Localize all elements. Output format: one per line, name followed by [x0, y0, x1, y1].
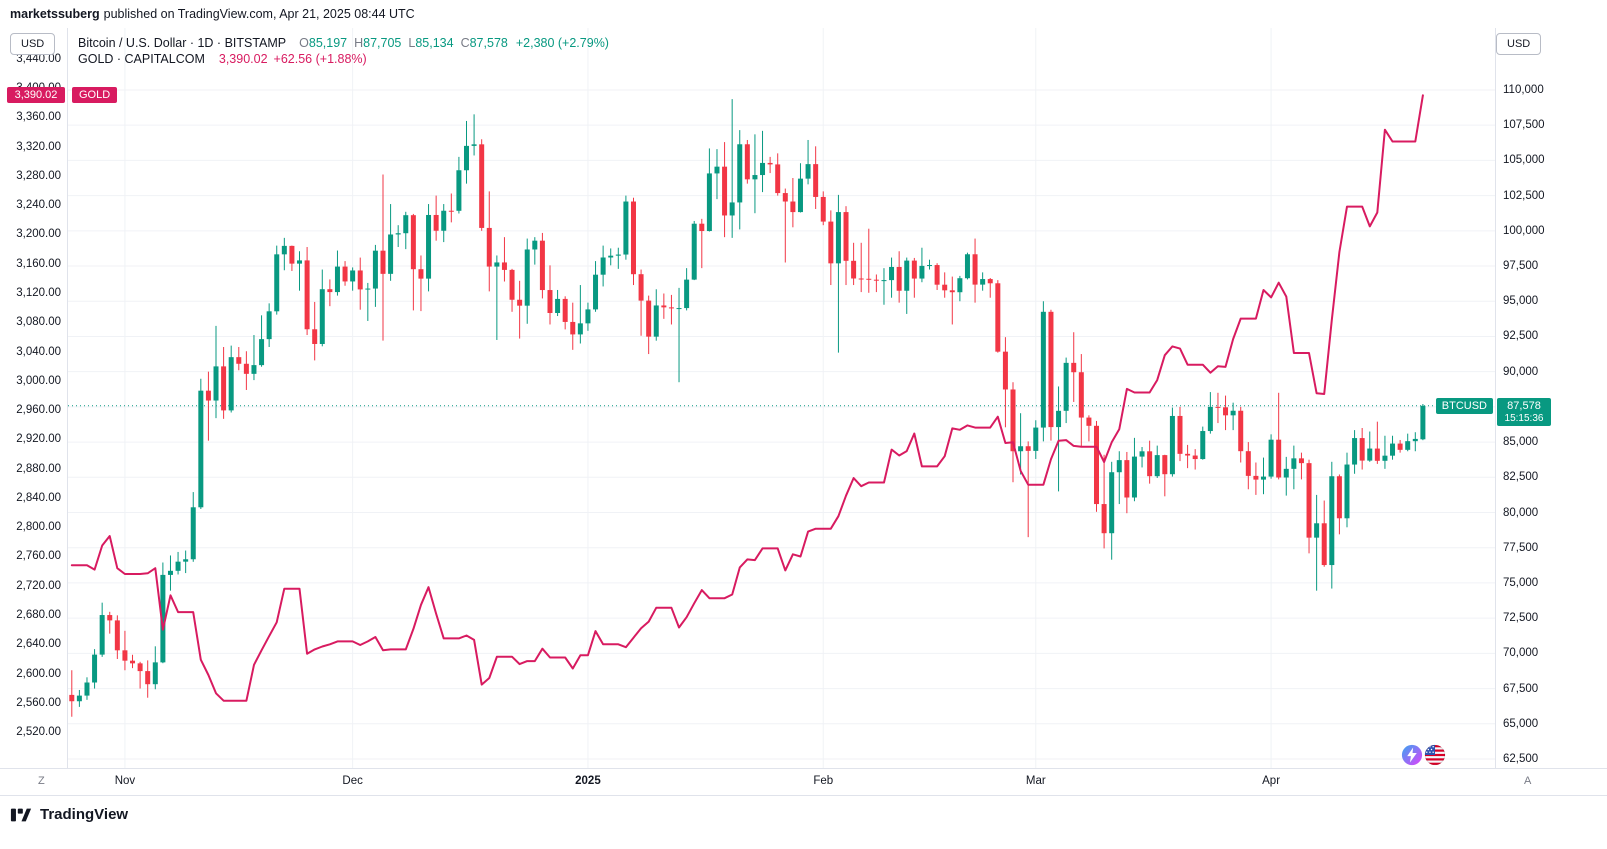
footer-bar: TradingView: [0, 795, 1607, 849]
left-axis-tick-label: 3,160.00: [16, 257, 61, 270]
left-axis-tick-label: 2,560.00: [16, 696, 61, 709]
high-value: 87,705: [363, 36, 402, 50]
right-axis-tick-label: 67,500: [1503, 682, 1539, 695]
legend-symbol-title: Bitcoin / U.S. Dollar · 1D · BITSTAMP: [78, 36, 287, 50]
right-axis-tick-label: 107,500: [1503, 119, 1545, 132]
left-axis-tick-label: 2,880.00: [16, 462, 61, 475]
author-name: marketssuberg: [10, 7, 100, 21]
auto-scale-corner-button[interactable]: A: [1524, 775, 1532, 787]
time-axis[interactable]: Z A Nov Dec 2025 Feb Mar Apr: [0, 768, 1607, 796]
legend: Bitcoin / U.S. Dollar · 1D · BITSTAMP O85…: [78, 35, 609, 67]
right-axis-tick-label: 62,500: [1503, 752, 1539, 765]
left-axis-tick-label: 2,760.00: [16, 550, 61, 563]
left-axis-tick-label: 2,960.00: [16, 404, 61, 417]
left-axis-currency-button[interactable]: USD: [10, 33, 56, 55]
left-axis-tick-label: 2,640.00: [16, 638, 61, 651]
gold-line-series: [70, 94, 1424, 702]
time-axis-month-label: Nov: [114, 775, 136, 787]
gold-price: 3,390.02: [218, 52, 268, 66]
left-axis-tick-label: 2,800.00: [16, 521, 61, 534]
right-axis-tick-label: 95,000: [1503, 295, 1539, 308]
right-axis-tick-label: 100,000: [1503, 224, 1545, 237]
right-axis-tick-label: 85,000: [1503, 436, 1539, 449]
btcusd-series-label-badge: BTCUSD: [1435, 397, 1493, 414]
timezone-corner-button[interactable]: Z: [38, 775, 45, 787]
time-axis-month-label: Mar: [1025, 775, 1046, 787]
left-axis-tick-label: 2,680.00: [16, 609, 61, 622]
btcusd-axis-price-badge: 87,578 15:15:36: [1497, 397, 1551, 426]
right-axis-tick-label: 75,000: [1503, 576, 1539, 589]
right-axis-tick-label: 80,000: [1503, 506, 1539, 519]
left-axis-tick-label: 3,360.00: [16, 111, 61, 124]
low-value: 85,134: [415, 36, 454, 50]
open-value: 85,197: [308, 36, 348, 50]
right-axis-tick-label: 82,500: [1503, 471, 1539, 484]
time-axis-month-label: Dec: [342, 775, 363, 787]
right-axis-tick-label: 92,500: [1503, 330, 1539, 343]
lightning-emoji-icon: [1401, 744, 1423, 766]
right-axis-tick-label: 72,500: [1503, 612, 1539, 625]
left-axis-tick-label: 3,000.00: [16, 374, 61, 387]
publish-header: marketssuberg published on TradingView.co…: [0, 0, 1607, 28]
right-axis-currency-button[interactable]: USD: [1496, 33, 1542, 55]
low-label: L: [408, 36, 416, 50]
right-axis-tick-label: 65,000: [1503, 717, 1539, 730]
bar-countdown-timer: 15:15:36: [1504, 412, 1544, 424]
left-axis-tick-label: 3,440.00: [16, 52, 61, 65]
left-axis-tick-label: 3,240.00: [16, 199, 61, 212]
left-axis-tick-label: 3,320.00: [16, 140, 61, 153]
right-axis-tick-label: 105,000: [1503, 154, 1545, 167]
gold-change: +62.56 (+1.88%): [273, 52, 367, 66]
publish-info: published on TradingView.com, Apr 21, 20…: [103, 7, 415, 21]
right-axis-tick-label: 90,000: [1503, 365, 1539, 378]
left-axis-tick-label: 2,600.00: [16, 667, 61, 680]
right-axis-tick-label: 110,000: [1503, 83, 1544, 96]
high-label: H: [354, 36, 364, 50]
close-value: 87,578: [469, 36, 508, 50]
right-axis-tick-label: 102,500: [1503, 189, 1545, 202]
legend-gold-title: GOLD · CAPITALCOM: [78, 52, 205, 66]
right-axis-tick-label: 97,500: [1503, 260, 1539, 273]
grid-lines: [68, 28, 1495, 768]
time-axis-month-label: 2025: [575, 775, 601, 787]
time-axis-month-label: Apr: [1262, 775, 1281, 787]
left-axis-tick-label: 2,920.00: [16, 433, 61, 446]
legend-row-gold[interactable]: GOLD · CAPITALCOM 3,390.02 +62.56 (+1.88%): [78, 51, 609, 67]
us-flag-emoji-icon: [1424, 744, 1446, 766]
legend-row-btcusd[interactable]: Bitcoin / U.S. Dollar · 1D · BITSTAMP O85…: [78, 35, 609, 51]
left-price-axis[interactable]: 3,440.003,400.003,360.003,320.003,280.00…: [0, 28, 68, 768]
left-axis-tick-label: 2,520.00: [16, 726, 61, 739]
right-axis-tick-label: 70,000: [1503, 647, 1539, 660]
time-axis-month-label: Feb: [813, 775, 834, 787]
left-axis-tick-label: 3,120.00: [16, 286, 61, 299]
gold-axis-price-badge: 3,390.02: [7, 87, 65, 104]
right-axis-tick-label: 77,500: [1503, 541, 1539, 554]
left-axis-tick-label: 3,280.00: [16, 169, 61, 182]
left-axis-tick-label: 3,040.00: [16, 345, 61, 358]
open-label: O: [299, 36, 309, 50]
gold-series-label-badge: GOLD: [72, 87, 118, 104]
close-label: C: [460, 36, 470, 50]
left-axis-tick-label: 3,080.00: [16, 316, 61, 329]
btc-candlestick-series: [69, 99, 1426, 717]
left-axis-tick-label: 2,840.00: [16, 491, 61, 504]
tradingview-brand-text[interactable]: TradingView: [40, 806, 129, 823]
left-axis-tick-label: 3,200.00: [16, 228, 61, 241]
tradingview-logo-icon[interactable]: [10, 804, 32, 831]
left-axis-tick-label: 2,720.00: [16, 579, 61, 592]
btcusd-last-price: 87,578: [1507, 399, 1541, 412]
change-value: +2,380 (+2.79%): [515, 36, 609, 50]
